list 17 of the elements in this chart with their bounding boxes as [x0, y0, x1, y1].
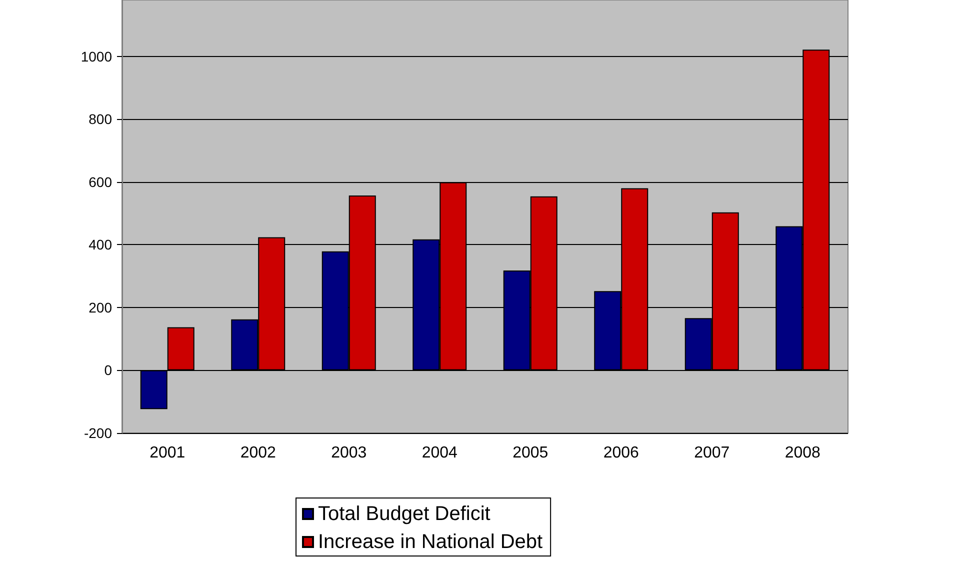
- x-tick-label: 2001: [150, 444, 186, 462]
- x-tick-label: 2008: [784, 444, 821, 462]
- x-tick-label: 2004: [422, 444, 458, 462]
- legend-label: Total Budget Deficit: [318, 503, 491, 525]
- y-tick-label: 400: [88, 236, 112, 253]
- x-tick-label: 2003: [331, 444, 367, 462]
- y-tick-label: 200: [88, 299, 112, 316]
- x-tick-label: 2007: [694, 444, 730, 462]
- x-tick-label: 2006: [603, 444, 640, 462]
- y-tick-label: 800: [88, 111, 112, 128]
- x-tick-label: 2005: [512, 444, 548, 462]
- y-tick-label: 1000: [80, 48, 112, 64]
- y-tick-label: -200: [84, 425, 112, 441]
- x-tick-label: 2002: [240, 444, 276, 462]
- legend-label: Increase in National Debt: [318, 531, 544, 553]
- y-tick-label: 0: [104, 362, 112, 378]
- y-tick-label: 600: [88, 174, 112, 190]
